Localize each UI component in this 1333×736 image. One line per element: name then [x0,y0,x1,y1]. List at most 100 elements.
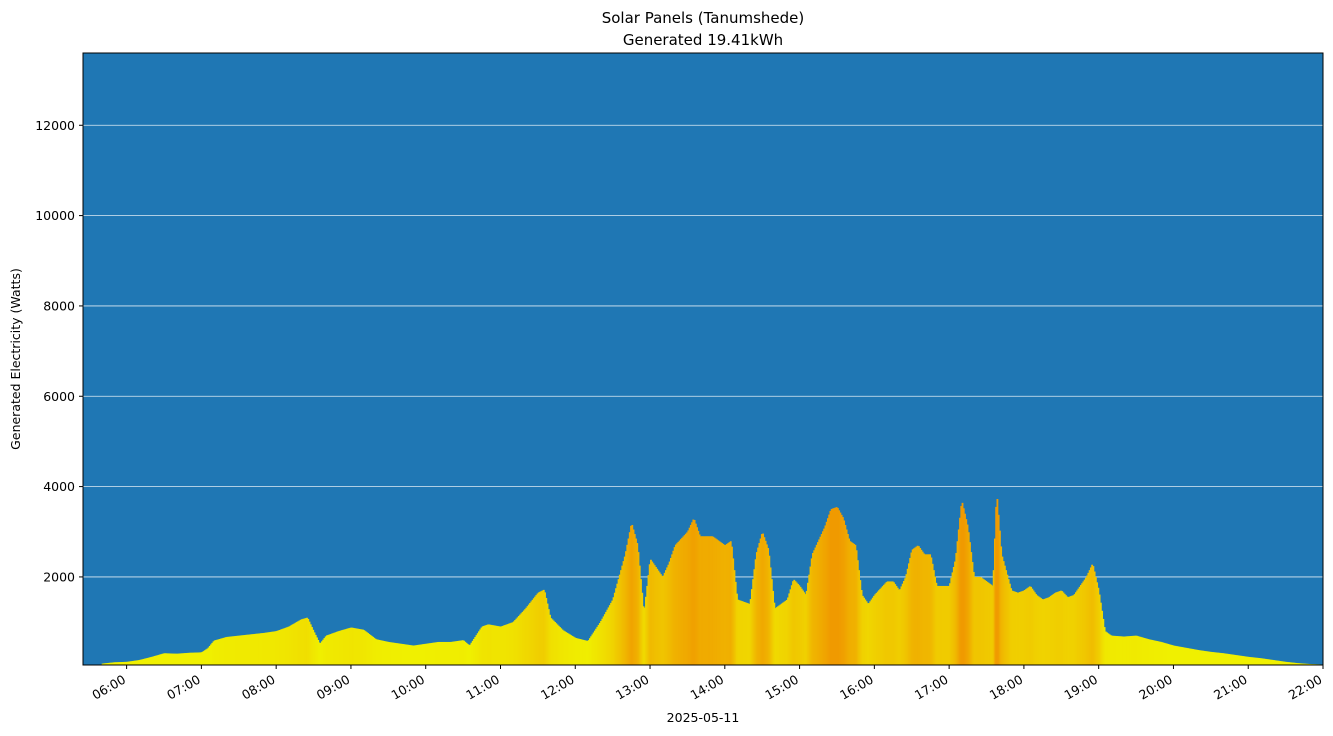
generation-bar [1243,656,1246,665]
generation-bar [827,518,829,665]
generation-bar [846,534,849,665]
generation-bar [830,508,833,665]
generation-bar [286,627,288,665]
generation-bar [414,645,417,665]
generation-bar [403,644,406,665]
generation-bar [914,547,917,665]
generation-bar [820,534,823,665]
x-tick-label: 07:00 [164,672,203,703]
generation-bar [289,625,292,665]
generation-bar [116,662,119,665]
generation-bar [982,579,985,665]
generation-bar [615,588,617,665]
generation-bar [358,628,361,665]
generation-bar [216,639,219,665]
generation-bars [101,499,1324,665]
generation-bar [1148,639,1151,665]
generation-bar [1215,652,1218,665]
generation-bar [493,625,495,665]
generation-bar [236,635,239,665]
generation-bar [227,636,230,665]
y-tick-label: 6000 [43,389,75,404]
generation-bar [353,628,356,665]
generation-bar [435,642,438,665]
generation-bar [714,538,717,665]
generation-bar [120,662,123,665]
generation-bar [876,591,879,665]
generation-bar [104,663,107,665]
generation-bar [413,645,416,665]
generation-bar [1253,657,1256,665]
generation-bar [1295,662,1298,665]
generation-bar [540,591,543,665]
generation-bar [1036,595,1039,665]
generation-bar [1165,643,1168,665]
generation-bar [1086,575,1089,665]
generation-bar [733,570,736,665]
generation-bar [1174,645,1177,665]
generation-bar [839,512,842,665]
generation-bar [929,554,932,665]
generation-bar [621,565,624,665]
generation-bar [1246,656,1249,665]
generation-bar [671,554,674,665]
generation-bar [463,640,465,665]
generation-bar [782,602,784,665]
generation-bar [537,592,540,665]
generation-bar [764,540,767,665]
generation-bar [304,618,307,665]
generation-bar [446,641,449,665]
generation-bar [516,617,519,665]
generation-bar [316,637,318,665]
generation-bar [551,619,554,665]
generation-bar [228,636,231,665]
generation-bar [1285,661,1288,665]
generation-bar [1300,663,1303,665]
generation-bar [945,585,948,665]
generation-bar [491,625,494,665]
generation-bar [1102,618,1105,665]
generation-bar [1234,654,1237,665]
generation-bar [415,645,418,665]
generation-bar [1198,650,1201,665]
generation-bar [1016,592,1019,665]
generation-bar [1068,596,1071,665]
generation-bar [883,584,885,665]
generation-bar [273,631,276,665]
generation-bar [359,629,362,665]
gridlines [83,124,1323,578]
generation-bar [722,543,725,665]
generation-bar [783,601,786,665]
generation-bar [1275,660,1278,665]
generation-bar [105,663,108,665]
generation-bar [697,530,700,665]
generation-bar [926,554,929,665]
generation-bar [834,507,837,665]
generation-bar [597,624,600,665]
generation-bar [387,641,389,665]
generation-bar [421,644,424,665]
generation-bar [689,524,692,665]
generation-bar [1091,564,1094,665]
generation-bar [177,653,180,665]
generation-bar [1228,654,1231,665]
generation-bar [1213,652,1216,665]
generation-bar [1084,577,1087,665]
generation-bar [793,579,796,665]
generation-bar [489,624,492,665]
generation-bar [501,625,504,665]
generation-bar [974,576,976,665]
generation-bar [1048,596,1051,665]
generation-bar [502,625,505,665]
generation-bar [506,624,509,665]
generation-bar [871,597,874,665]
generation-bar [323,638,326,665]
generation-bar [292,624,295,665]
generation-bar [456,640,459,665]
generation-bar [1263,658,1266,665]
generation-bar [430,642,433,665]
generation-bar [309,624,312,665]
generation-bar [507,623,510,665]
x-tick-label: 11:00 [463,672,502,703]
generation-bar [812,552,814,665]
